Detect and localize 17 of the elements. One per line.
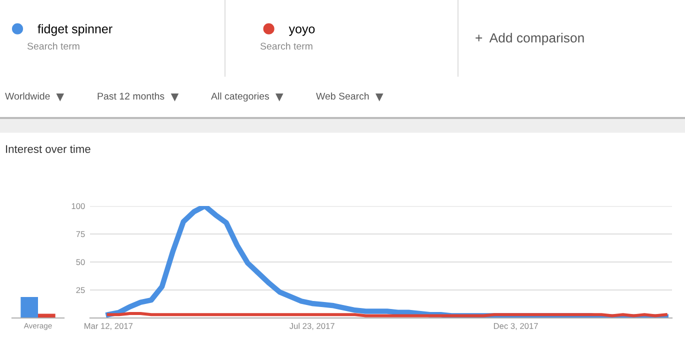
text: All categories [211, 92, 270, 102]
x-tick-label: Dec 3, 2017 [494, 323, 538, 330]
text: Search term [260, 42, 312, 50]
text: Web Search [316, 92, 369, 100]
y-tick-label: 50 [76, 259, 85, 266]
x-tick-label: Jul 23, 2017 [290, 322, 334, 330]
legend-label: yoyo [288, 26, 315, 36]
text: + Add comparison [476, 32, 584, 46]
y-tick-label: 75 [76, 231, 85, 238]
legend-label: fidget spinner [38, 24, 112, 36]
y-tick-label: 100 [72, 203, 85, 210]
x-tick-label: Mar 12, 2017 [84, 323, 133, 330]
y-tick-label: 25 [76, 287, 85, 294]
text: Worldwide [5, 92, 50, 100]
chart-title: Interest over time [6, 144, 90, 153]
text: Past 12 months [98, 92, 164, 100]
text: Search term [27, 42, 80, 50]
